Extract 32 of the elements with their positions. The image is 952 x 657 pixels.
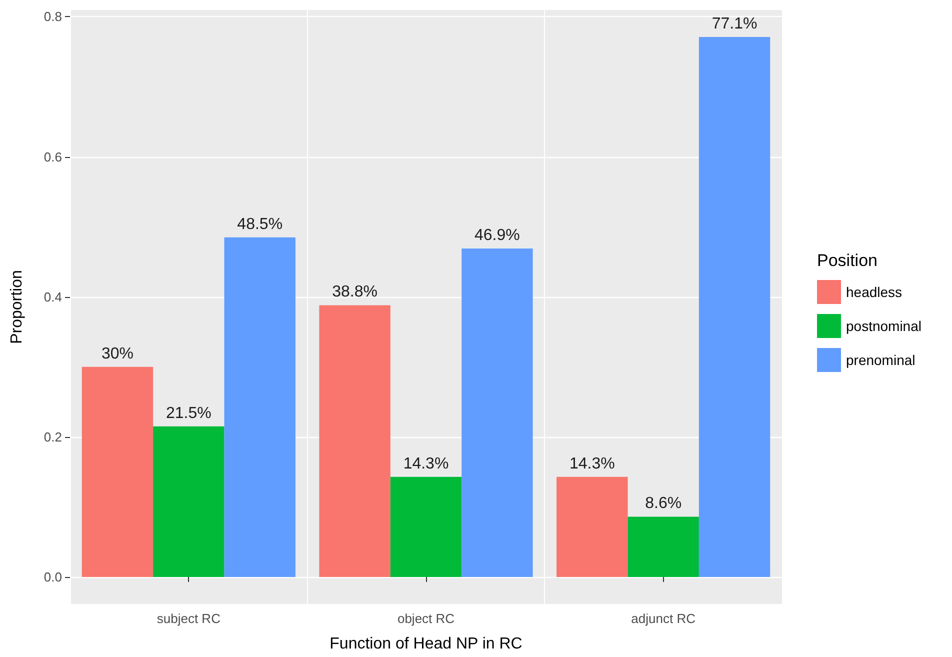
data-label: 14.3%	[403, 455, 449, 472]
y-tick-label: 0.2	[44, 429, 62, 444]
y-tick-label: 0.8	[44, 9, 62, 24]
x-axis-title: Function of Head NP in RC	[330, 636, 522, 652]
x-tick-label: adjunct RC	[631, 611, 696, 626]
data-label: 48.5%	[237, 216, 283, 233]
bar	[462, 248, 533, 577]
legend-label: prenominal	[846, 352, 916, 368]
y-axis-title: Proportion	[8, 270, 26, 344]
bar	[698, 37, 770, 577]
y-tick-label: 0.4	[44, 289, 62, 304]
bar	[556, 476, 628, 577]
data-label: 14.3%	[569, 455, 615, 472]
data-label: 38.8%	[332, 284, 378, 301]
bar	[390, 476, 462, 577]
bar	[224, 237, 296, 577]
data-label: 77.1%	[712, 16, 758, 33]
data-label: 8.6%	[645, 495, 682, 512]
y-tick-label: 0.0	[44, 569, 62, 584]
bar	[319, 305, 390, 577]
bar	[153, 426, 224, 577]
y-tick-label: 0.6	[44, 149, 62, 164]
data-label: 46.9%	[474, 227, 520, 244]
data-label: 30%	[101, 345, 134, 362]
data-label: 21.5%	[166, 404, 212, 422]
x-tick-label: object RC	[397, 611, 455, 626]
legend-title: Position	[817, 251, 878, 270]
legend-label: headless	[846, 284, 902, 300]
x-tick-label: subject RC	[156, 611, 220, 626]
legend-label: postnominal	[846, 318, 922, 334]
bar	[82, 366, 154, 577]
bar	[628, 516, 699, 577]
